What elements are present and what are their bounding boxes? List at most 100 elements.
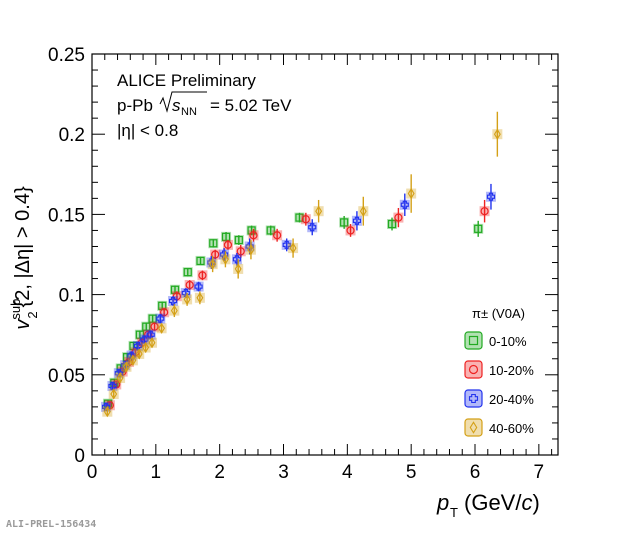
watermark: ALI-PREL-156434 — [6, 519, 97, 530]
data-point — [288, 238, 299, 258]
data-point — [272, 228, 283, 242]
data-point — [156, 322, 167, 334]
data-point — [195, 255, 206, 266]
x-tick-label: 0 — [87, 462, 98, 483]
series-0-10% — [102, 212, 484, 409]
x-tick-label: 3 — [278, 462, 289, 483]
y-tick-label: 0.2 — [59, 125, 85, 146]
data-point — [208, 238, 219, 249]
data-point — [220, 251, 231, 268]
data-point — [121, 361, 132, 373]
data-point — [197, 270, 208, 281]
data-point — [210, 249, 221, 260]
legend: π± (V0A) 0-10% 10-20% 20-40% 40-60% — [464, 306, 534, 437]
data-point — [102, 406, 113, 418]
y-tick-labels: 0 0.05 0.1 0.15 0.2 0.25 — [48, 45, 85, 467]
data-point — [134, 348, 145, 360]
data-point — [233, 235, 244, 246]
data-point — [182, 292, 193, 306]
data-point — [231, 252, 242, 266]
data-point — [485, 183, 496, 210]
data-point — [207, 256, 218, 273]
data-point — [222, 239, 233, 250]
data-point — [108, 388, 119, 400]
data-point — [300, 212, 311, 226]
data-point — [122, 352, 133, 363]
y-tick-label: 0.15 — [48, 205, 85, 226]
legend-label: 0-10% — [489, 334, 527, 349]
data-point — [233, 259, 244, 279]
legend-item: 40-60% — [464, 418, 534, 437]
data-point — [140, 341, 151, 354]
svg-text:T: T — [450, 505, 458, 520]
x-tick-label: 5 — [406, 462, 417, 483]
series-40-60% — [102, 111, 503, 418]
data-point — [182, 267, 193, 278]
data-point — [169, 304, 180, 318]
data-point — [313, 199, 324, 223]
data-point — [281, 238, 292, 252]
svg-text:p: p — [436, 490, 449, 515]
y-tick-label: 0.25 — [48, 45, 85, 66]
data-points — [101, 111, 503, 418]
x-tick-label: 6 — [470, 462, 481, 483]
y-tick-label: 0 — [74, 446, 85, 467]
data-point — [141, 321, 152, 332]
data-point — [479, 199, 490, 223]
legend-label: 40-60% — [489, 421, 534, 436]
data-point — [159, 307, 170, 318]
y-tick-label: 0.1 — [59, 286, 85, 307]
data-point — [387, 217, 398, 231]
sqrt-snn-label: s NN — [159, 91, 207, 118]
data-point — [235, 244, 246, 258]
data-point — [245, 240, 256, 260]
data-point — [127, 354, 138, 366]
x-tick-label: 2 — [214, 462, 225, 483]
data-point — [345, 224, 356, 237]
data-point — [155, 313, 166, 324]
data-point — [147, 313, 158, 324]
annotation-energy: = 5.02 TeV — [210, 96, 292, 115]
y-axis-title: vsub 2{2, |Δη| > 0.4} — [8, 186, 40, 330]
legend-item: 10-20% — [464, 360, 534, 379]
data-point — [492, 111, 503, 157]
data-point — [351, 211, 362, 231]
x-tick-labels: 0 1 2 3 4 5 6 7 — [87, 462, 544, 483]
plot-frame — [91, 53, 559, 456]
data-point — [393, 207, 404, 228]
data-point — [248, 228, 259, 242]
annotation-eta: |η| < 0.8 — [117, 121, 178, 140]
x-tick-label: 1 — [151, 462, 162, 483]
data-point — [221, 231, 232, 242]
data-point — [339, 216, 350, 229]
axis-ticks — [91, 53, 558, 456]
data-point — [194, 291, 205, 305]
legend-item: 20-40% — [464, 389, 534, 408]
x-tick-label: 7 — [534, 462, 545, 483]
data-point — [246, 225, 257, 236]
data-point — [358, 196, 369, 226]
data-point — [265, 225, 276, 236]
legend-label: 10-20% — [489, 363, 534, 378]
data-point — [406, 174, 417, 213]
data-point — [134, 329, 145, 340]
legend-title: π± (V0A) — [472, 306, 525, 321]
data-point — [399, 193, 410, 217]
x-axis-title: p T (GeV/c) — [436, 490, 540, 520]
data-point — [193, 281, 204, 292]
data-point — [473, 220, 484, 237]
data-point — [115, 372, 126, 384]
data-point — [149, 321, 160, 332]
svg-text:NN: NN — [181, 106, 197, 118]
annotation-system: p-Pb — [117, 96, 153, 115]
x-tick-label: 4 — [342, 462, 353, 483]
legend-item: 0-10% — [464, 331, 527, 350]
legend-label: 20-40% — [489, 392, 534, 407]
y-tick-label: 0.05 — [48, 366, 85, 387]
svg-text:(GeV/c): (GeV/c) — [464, 490, 540, 515]
annotation-experiment: ALICE Preliminary — [117, 71, 256, 90]
svg-text:s: s — [172, 96, 181, 115]
data-point — [184, 279, 195, 290]
